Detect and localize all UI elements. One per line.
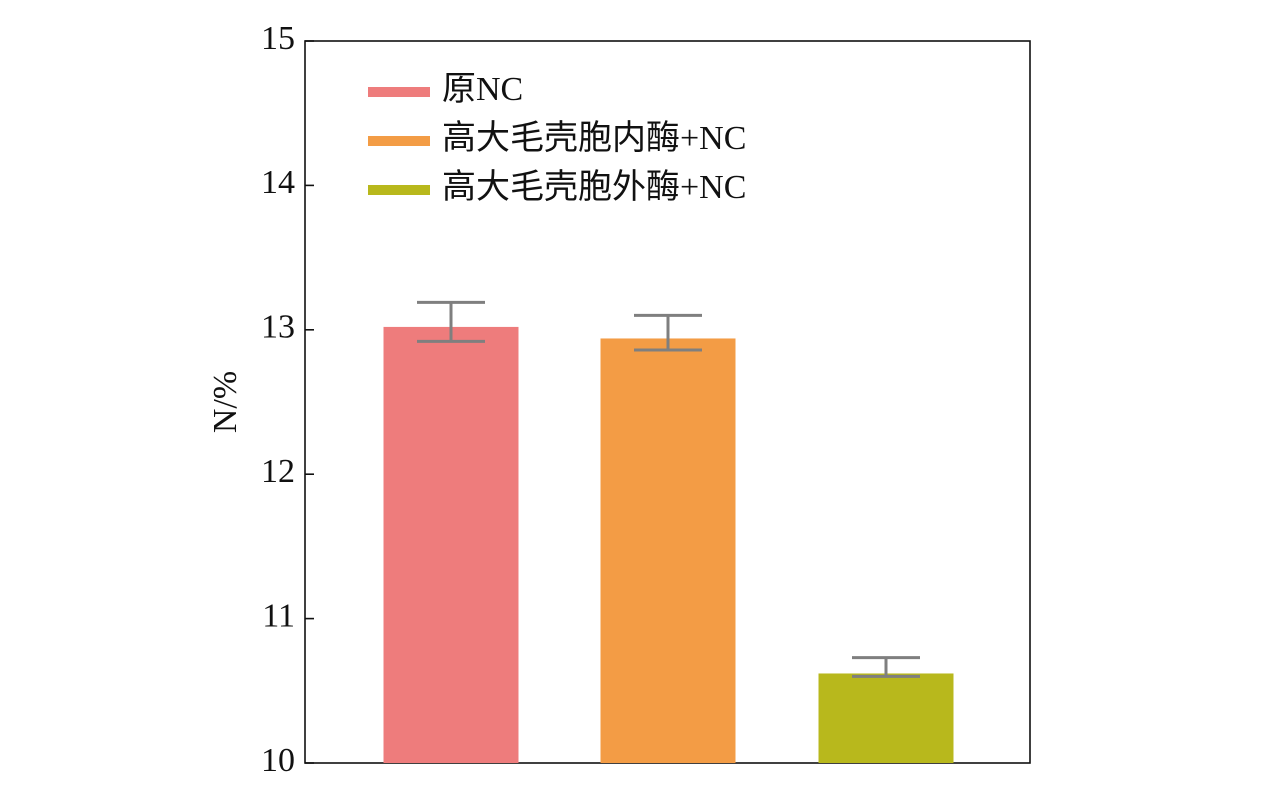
- bar-3: [818, 673, 954, 763]
- y-tick-label: 10: [261, 742, 295, 779]
- legend-swatch-3: [368, 185, 430, 195]
- y-tick-label: 13: [261, 309, 295, 346]
- bars-group: [383, 326, 954, 763]
- legend-label-3: 高大毛壳胞外酶+NC: [442, 168, 746, 206]
- y-axis-label: N/%: [207, 371, 244, 433]
- y-tick-label: 15: [261, 20, 295, 57]
- bar-1: [383, 326, 519, 763]
- y-tick-label: 14: [261, 164, 295, 201]
- legend-label-1: 原NC: [442, 71, 523, 108]
- y-tick-label: 11: [262, 597, 295, 634]
- legend-swatch-1: [368, 87, 430, 97]
- bar-2: [600, 338, 736, 763]
- error-bars-group: [417, 300, 920, 678]
- legend-label-2: 高大毛壳胞内酶+NC: [442, 119, 746, 157]
- legend: 原NC 高大毛壳胞内酶+NC 高大毛壳胞外酶+NC: [368, 71, 746, 206]
- y-tick-label: 12: [261, 453, 295, 490]
- legend-swatch-2: [368, 136, 430, 146]
